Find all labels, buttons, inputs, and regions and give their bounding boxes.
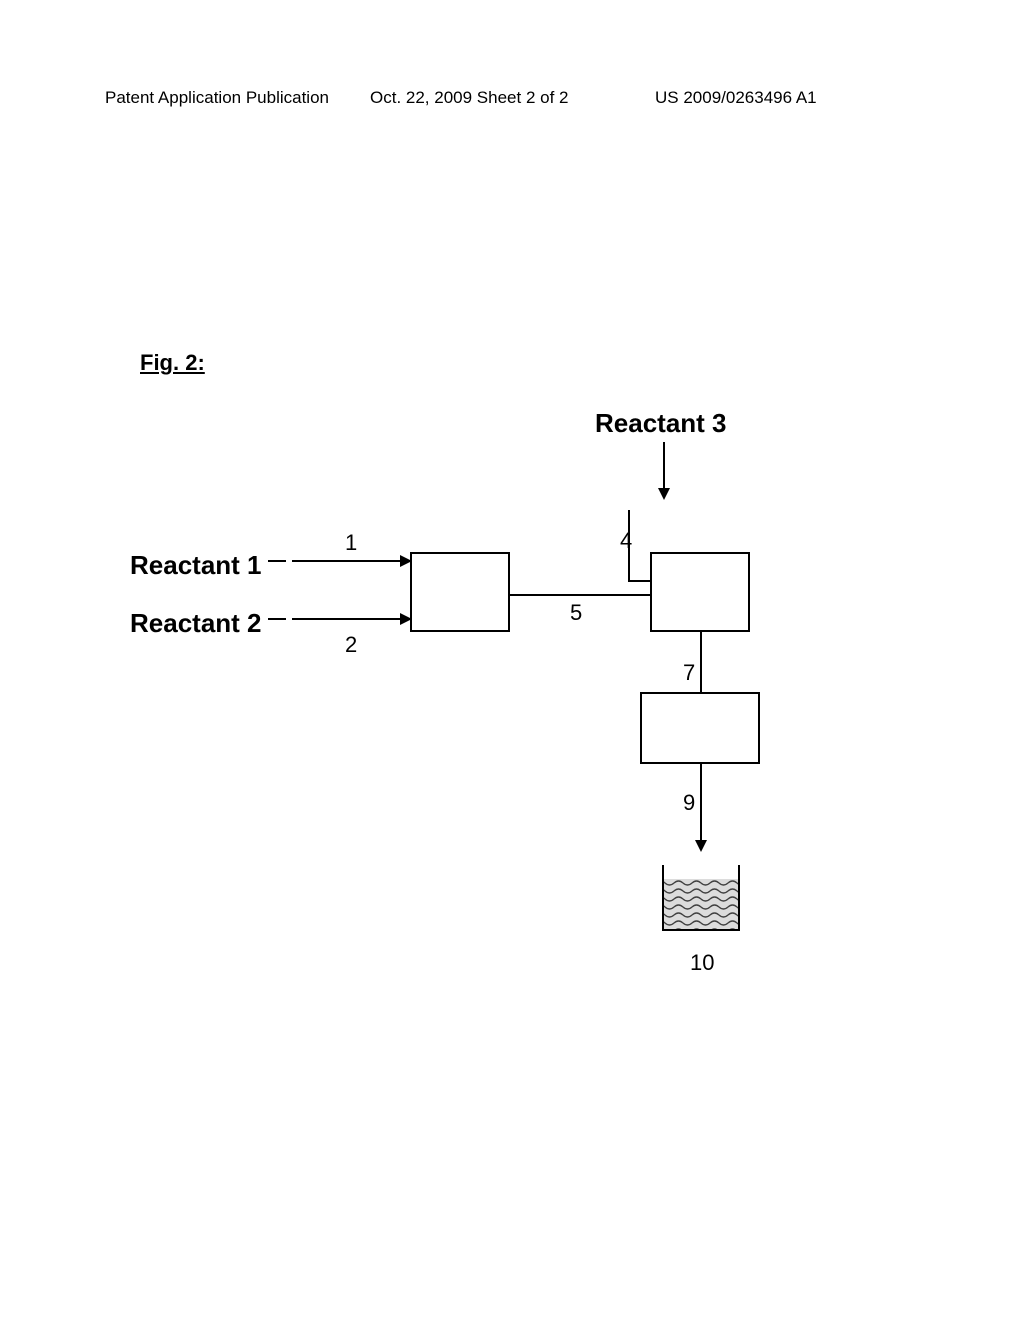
label-reactant-1: Reactant 1	[130, 550, 262, 581]
line-r1-arrow	[292, 560, 402, 562]
line-9	[700, 764, 702, 842]
box-6	[650, 552, 750, 632]
header-mid: Oct. 22, 2009 Sheet 2 of 2	[370, 88, 568, 108]
arrow-r3	[658, 488, 670, 500]
label-reactant-3: Reactant 3	[595, 408, 727, 439]
label-10: 10	[690, 950, 714, 976]
box-8	[640, 692, 760, 764]
header-left: Patent Application Publication	[105, 88, 329, 108]
line-5	[510, 594, 650, 596]
line-r3-arrow	[663, 442, 665, 490]
line-r3-horz	[628, 580, 650, 582]
label-2: 2	[345, 632, 357, 658]
label-5: 5	[570, 600, 582, 626]
vessel-10	[662, 865, 740, 931]
header-right: US 2009/0263496 A1	[655, 88, 817, 108]
box-3	[410, 552, 510, 632]
label-1: 1	[345, 530, 357, 556]
line-r2-stem	[268, 618, 286, 620]
arrow-r2	[400, 613, 412, 625]
line-r3-drop	[628, 510, 630, 580]
figure-label: Fig. 2:	[140, 350, 205, 376]
line-7	[700, 632, 702, 692]
label-7: 7	[683, 660, 695, 686]
line-r1-stem	[268, 560, 286, 562]
label-9: 9	[683, 790, 695, 816]
label-reactant-2: Reactant 2	[130, 608, 262, 639]
arrow-9	[695, 840, 707, 852]
line-r2-arrow	[292, 618, 402, 620]
vessel-fill	[664, 879, 738, 929]
arrow-r1	[400, 555, 412, 567]
label-4: 4	[620, 528, 632, 554]
